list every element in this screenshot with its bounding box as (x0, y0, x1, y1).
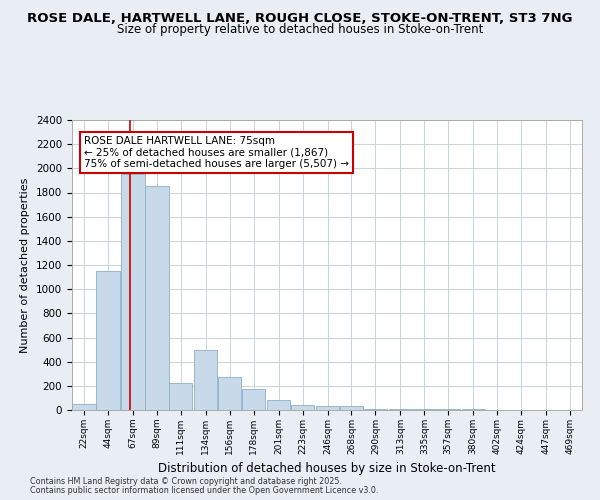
Text: ROSE DALE, HARTWELL LANE, ROUGH CLOSE, STOKE-ON-TRENT, ST3 7NG: ROSE DALE, HARTWELL LANE, ROUGH CLOSE, S… (27, 12, 573, 26)
Bar (96, 271, 119, 410)
Text: ROSE DALE HARTWELL LANE: 75sqm
← 25% of detached houses are smaller (1,867)
75% : ROSE DALE HARTWELL LANE: 75sqm ← 25% of … (84, 136, 349, 169)
Bar (121, 174, 145, 410)
Bar (145, 186, 169, 410)
Bar (72, 404, 95, 410)
Bar (242, 390, 265, 410)
Bar (169, 384, 193, 410)
Text: Contains public sector information licensed under the Open Government Licence v3: Contains public sector information licen… (30, 486, 379, 495)
Y-axis label: Number of detached properties: Number of detached properties (20, 178, 31, 352)
X-axis label: Distribution of detached houses by size in Stoke-on-Trent: Distribution of detached houses by size … (158, 462, 496, 475)
Text: Contains HM Land Registry data © Crown copyright and database right 2025.: Contains HM Land Registry data © Crown c… (30, 477, 342, 486)
Bar (316, 406, 339, 410)
Bar (291, 405, 314, 410)
Bar (194, 350, 217, 410)
Bar (218, 378, 241, 410)
Bar (267, 400, 290, 410)
Text: Size of property relative to detached houses in Stoke-on-Trent: Size of property relative to detached ho… (117, 22, 483, 36)
Bar (340, 406, 363, 410)
